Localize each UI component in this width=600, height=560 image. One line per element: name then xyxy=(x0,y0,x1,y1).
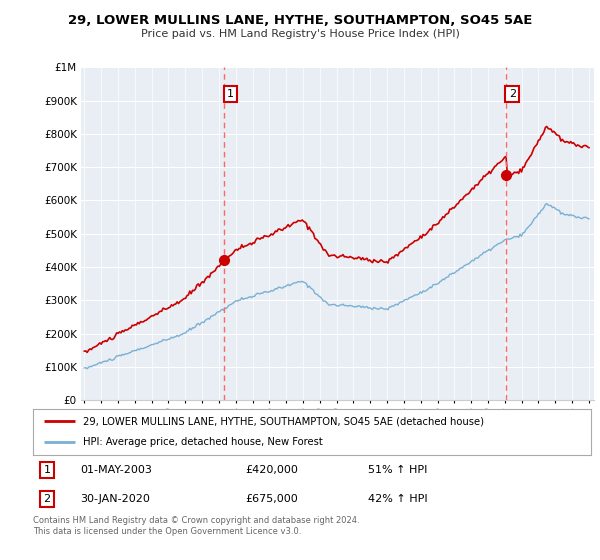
Text: 29, LOWER MULLINS LANE, HYTHE, SOUTHAMPTON, SO45 5AE: 29, LOWER MULLINS LANE, HYTHE, SOUTHAMPT… xyxy=(68,14,532,27)
Text: 1: 1 xyxy=(227,89,234,99)
Text: 51% ↑ HPI: 51% ↑ HPI xyxy=(368,465,427,475)
Text: HPI: Average price, detached house, New Forest: HPI: Average price, detached house, New … xyxy=(83,437,323,447)
Text: 29, LOWER MULLINS LANE, HYTHE, SOUTHAMPTON, SO45 5AE (detached house): 29, LOWER MULLINS LANE, HYTHE, SOUTHAMPT… xyxy=(83,416,484,426)
Text: 1: 1 xyxy=(43,465,50,475)
Text: 2: 2 xyxy=(509,89,516,99)
Text: 01-MAY-2003: 01-MAY-2003 xyxy=(80,465,152,475)
Text: £420,000: £420,000 xyxy=(245,465,298,475)
Text: 42% ↑ HPI: 42% ↑ HPI xyxy=(368,494,427,503)
Text: 30-JAN-2020: 30-JAN-2020 xyxy=(80,494,151,503)
Text: Price paid vs. HM Land Registry's House Price Index (HPI): Price paid vs. HM Land Registry's House … xyxy=(140,29,460,39)
Text: Contains HM Land Registry data © Crown copyright and database right 2024.
This d: Contains HM Land Registry data © Crown c… xyxy=(33,516,359,536)
Text: 2: 2 xyxy=(43,494,50,503)
Text: £675,000: £675,000 xyxy=(245,494,298,503)
